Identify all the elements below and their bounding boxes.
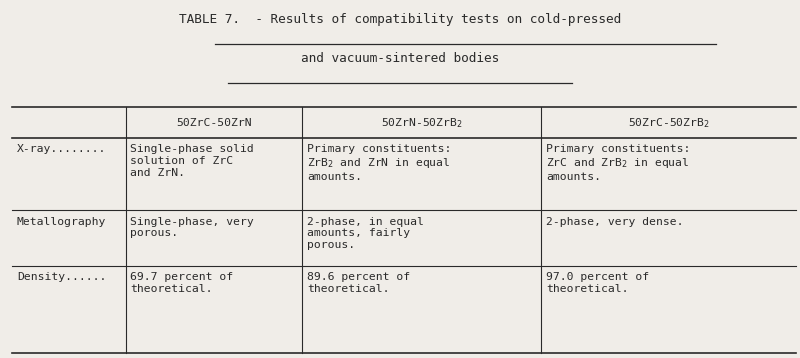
Text: 2-phase, very dense.: 2-phase, very dense. (546, 217, 683, 227)
Text: 50ZrC-50ZrN: 50ZrC-50ZrN (176, 118, 252, 128)
Text: Single-phase solid
solution of ZrC
and ZrN.: Single-phase solid solution of ZrC and Z… (130, 145, 254, 178)
Text: 97.0 percent of
theoretical.: 97.0 percent of theoretical. (546, 272, 649, 294)
Text: 89.6 percent of
theoretical.: 89.6 percent of theoretical. (307, 272, 410, 294)
Text: 50ZrC-50ZrB$_2$: 50ZrC-50ZrB$_2$ (628, 116, 710, 130)
Text: Primary constituents:
ZrC and ZrB$_2$ in equal
amounts.: Primary constituents: ZrC and ZrB$_2$ in… (546, 145, 690, 182)
Text: Single-phase, very
porous.: Single-phase, very porous. (130, 217, 254, 238)
Text: Metallography: Metallography (17, 217, 106, 227)
Text: Primary constituents:
ZrB$_2$ and ZrN in equal
amounts.: Primary constituents: ZrB$_2$ and ZrN in… (307, 145, 451, 182)
Text: and vacuum-sintered bodies: and vacuum-sintered bodies (301, 52, 499, 65)
Text: 50ZrN-50ZrB$_2$: 50ZrN-50ZrB$_2$ (381, 116, 462, 130)
Text: Density......: Density...... (17, 272, 106, 282)
Text: TABLE 7.  - Results of compatibility tests on cold-pressed: TABLE 7. - Results of compatibility test… (179, 13, 621, 25)
Text: X-ray........: X-ray........ (17, 145, 106, 155)
Text: 69.7 percent of
theoretical.: 69.7 percent of theoretical. (130, 272, 234, 294)
Text: 2-phase, in equal
amounts, fairly
porous.: 2-phase, in equal amounts, fairly porous… (307, 217, 424, 250)
